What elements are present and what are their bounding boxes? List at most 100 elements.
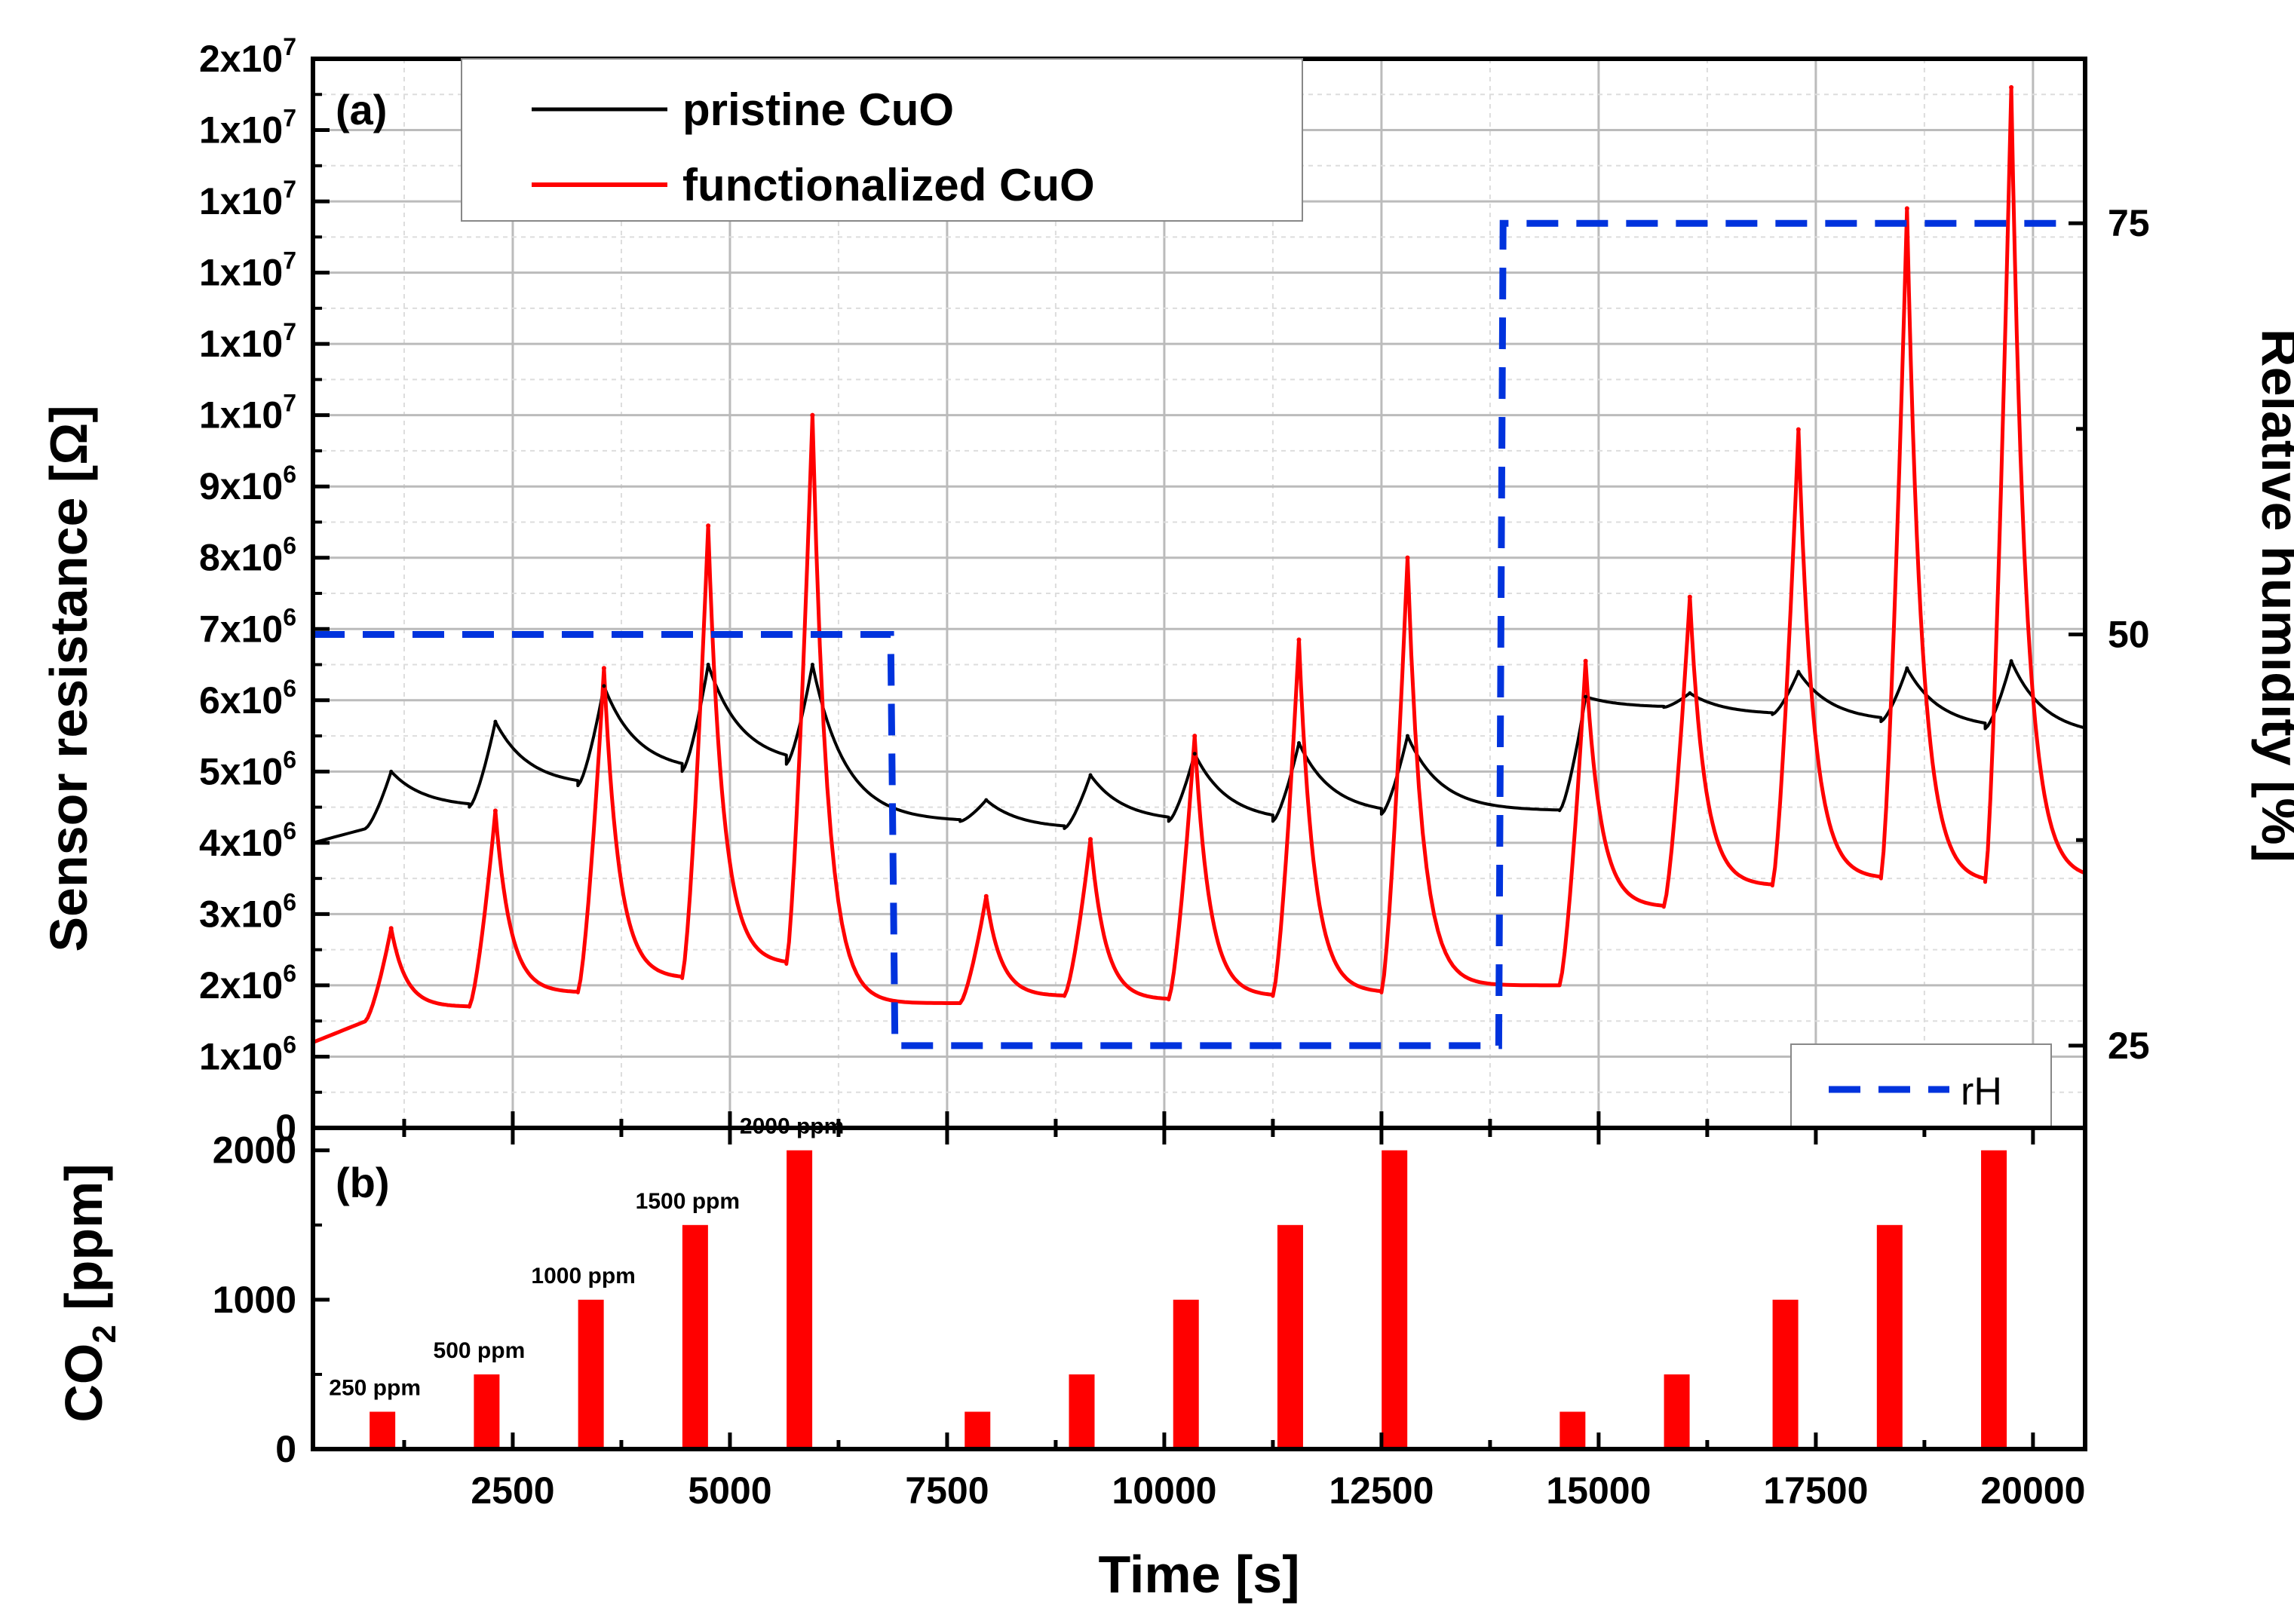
- y-axis-label-co2: CO2 [ppm]: [54, 1163, 123, 1422]
- co2-bar: [1069, 1374, 1095, 1449]
- y-tick-label-left: 1x107: [199, 176, 296, 222]
- y-tick-label-left: 0: [275, 1107, 296, 1149]
- y-tick-label-left: 2x106: [199, 960, 296, 1007]
- y-tick-label-left: 9x106: [199, 461, 296, 507]
- y-tick-label-co2: 1000: [213, 1279, 296, 1321]
- y-tick-label-left: 1x107: [199, 390, 296, 437]
- peak-point-functionalized: [1687, 594, 1692, 599]
- series-line-rh: [313, 219, 2068, 1049]
- x-tick-label: 12500: [1329, 1469, 1434, 1512]
- x-tick-label: 15000: [1546, 1469, 1651, 1512]
- legend-label-functionalized: functionalized CuO: [682, 160, 1095, 210]
- co2-bar: [965, 1411, 991, 1449]
- peak-point-pristine: [493, 719, 498, 724]
- peak-point-functionalized: [1088, 837, 1093, 842]
- peak-point-functionalized: [1904, 206, 1909, 211]
- co2-bar: [682, 1224, 708, 1449]
- x-tick-label: 2500: [471, 1469, 554, 1512]
- co2-bar-label: 250 ppm: [329, 1375, 421, 1400]
- co2-bar: [578, 1299, 604, 1449]
- peak-point-functionalized: [388, 926, 394, 931]
- peak-point-pristine: [389, 769, 394, 774]
- legend-top: pristine CuO functionalized CuO: [461, 58, 1303, 222]
- co2-bar: [1664, 1374, 1690, 1449]
- panel-b-frame: [311, 1126, 2087, 1451]
- y-tick-label-left: 1x106: [199, 1031, 296, 1077]
- y-tick-label-left: 2x107: [199, 33, 296, 80]
- y-axis-label-left: Sensor resistance [Ω]: [39, 405, 98, 951]
- peak-point-pristine: [1405, 734, 1409, 738]
- y-tick-label-co2: 0: [275, 1428, 296, 1470]
- peak-point-pristine: [1088, 773, 1093, 777]
- peak-point-pristine: [984, 798, 989, 802]
- x-tick-label: 17500: [1763, 1469, 1868, 1512]
- peak-point-pristine: [1905, 666, 1909, 670]
- peak-point-functionalized: [601, 666, 606, 671]
- co2-bar: [1559, 1411, 1586, 1449]
- peak-point-pristine: [602, 684, 606, 688]
- co2-bar-label: 500 ppm: [434, 1338, 526, 1363]
- peak-point-functionalized: [1192, 734, 1198, 739]
- x-tick-label: 7500: [905, 1469, 989, 1512]
- peak-point-functionalized: [1405, 555, 1410, 560]
- panel-a-ticks: 0 1x106 2x106 3x106 4x106 5x106 6x106 7x106 8x10…: [199, 33, 2150, 1149]
- co2-bar: [1173, 1299, 1199, 1449]
- co2-bar: [1382, 1150, 1408, 1449]
- peak-point-pristine: [1688, 691, 1692, 695]
- peak-point-functionalized: [810, 412, 815, 418]
- peak-point-pristine: [706, 663, 710, 667]
- legend-rh: rH: [1790, 1043, 2052, 1129]
- peak-point-functionalized: [492, 808, 498, 814]
- co2-bar: [474, 1374, 500, 1449]
- x-tick-label: 5000: [688, 1469, 771, 1512]
- panel-b-ticks: 0 1000 2000 2500 5000 7500 10000 12500 15000 1750…: [213, 1128, 2085, 1512]
- peak-point-pristine: [1192, 752, 1197, 756]
- x-tick-label: 20000: [1980, 1469, 2085, 1512]
- co2-bar-label: 1000 ppm: [531, 1264, 635, 1288]
- x-tick-label: 10000: [1112, 1469, 1216, 1512]
- y-tick-label-left: 6x106: [199, 675, 296, 722]
- legend-top-box: [461, 58, 1303, 222]
- peak-point-functionalized: [706, 523, 711, 529]
- y-tick-label-left: 5x106: [199, 746, 296, 792]
- peak-point-pristine: [1796, 670, 1801, 674]
- peak-point-functionalized: [983, 893, 989, 899]
- x-axis-label: Time [s]: [1098, 1545, 1299, 1604]
- y-tick-label-co2: 2000: [213, 1129, 296, 1172]
- peak-point-pristine: [1584, 694, 1588, 699]
- series-line-pristine-cuo: [312, 659, 2086, 844]
- peak-point-pristine: [1296, 741, 1301, 746]
- co2-bar: [1277, 1224, 1303, 1449]
- y-tick-label-left: 1x107: [199, 318, 296, 365]
- peak-point-functionalized: [1796, 427, 1801, 432]
- y-tick-label-left: 8x106: [199, 532, 296, 579]
- y-tick-label-left: 3x106: [199, 888, 296, 935]
- peak-point-pristine: [810, 663, 814, 667]
- y-axis-label-right: Relative humidity [%]: [2251, 329, 2294, 863]
- y-tick-label-right: 75: [2108, 202, 2150, 244]
- legend-label-pristine: pristine CuO: [682, 84, 954, 135]
- y-tick-label-left: 4x106: [199, 817, 296, 864]
- peak-point-pristine: [2009, 659, 2013, 663]
- y-tick-label-right: 25: [2108, 1025, 2150, 1067]
- series-line-functionalized-cuo: [312, 85, 2086, 1044]
- peak-point-functionalized: [1296, 637, 1302, 642]
- panel-a-label: (a): [336, 86, 387, 133]
- co2-bar: [1876, 1224, 1903, 1449]
- y-tick-label-left: 1x107: [199, 247, 296, 294]
- co2-bar: [1772, 1299, 1799, 1449]
- panel-b-label: (b): [336, 1159, 390, 1206]
- co2-bar: [787, 1150, 813, 1449]
- legend-label-rh: rH: [1961, 1070, 2002, 1114]
- co2-bar: [370, 1411, 396, 1449]
- panel-a-series: [312, 84, 2086, 1049]
- co2-bar-label: 1500 ppm: [636, 1189, 740, 1214]
- y-tick-label-right: 50: [2108, 614, 2150, 656]
- peak-point-functionalized: [1583, 658, 1588, 663]
- y-tick-label-left: 7x106: [199, 603, 296, 650]
- y-tick-label-left: 1x107: [199, 105, 296, 152]
- peak-point-functionalized: [2009, 84, 2014, 90]
